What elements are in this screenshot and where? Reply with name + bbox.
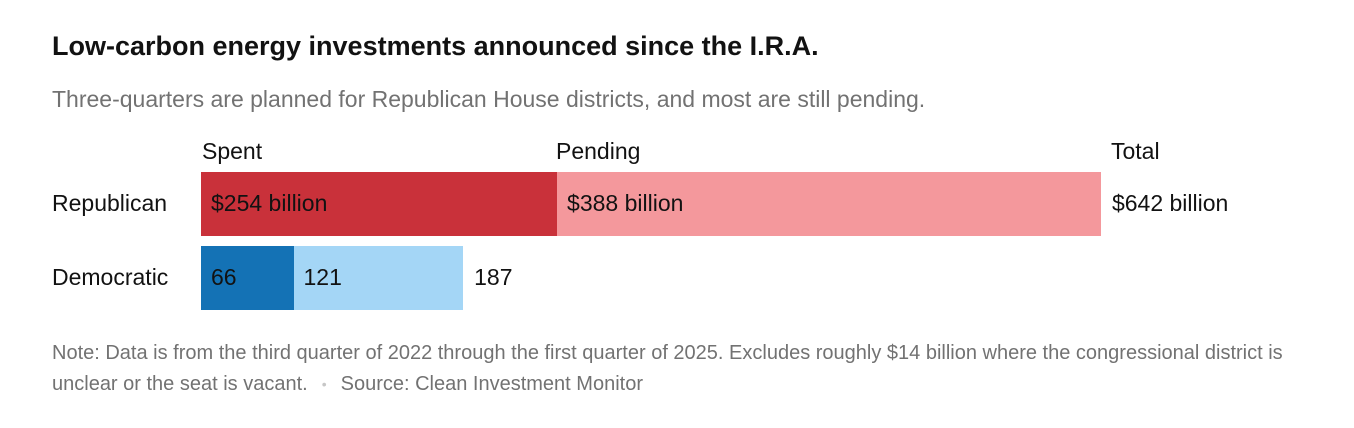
row-label-republican: Republican xyxy=(52,190,168,216)
column-header-spent: Spent xyxy=(202,138,263,164)
bar-label-republican-pending: $388 billion xyxy=(567,190,684,216)
bar-label-republican-spent: $254 billion xyxy=(211,190,328,216)
chart-subtitle: Three-quarters are planned for Republica… xyxy=(52,86,926,112)
chart-title: Low-carbon energy investments announced … xyxy=(52,31,819,61)
bar-democratic-spent xyxy=(201,246,294,310)
total-label-republican: $642 billion xyxy=(1111,190,1229,216)
bar-republican-spent xyxy=(201,172,558,236)
bar-republican-pending xyxy=(557,172,1101,236)
row-label-democratic: Democratic xyxy=(52,264,169,290)
separator-dot: • xyxy=(321,376,327,393)
source-text: Source: Clean Investment Monitor xyxy=(340,373,643,395)
bar-label-democratic-spent: 66 xyxy=(211,264,237,290)
total-label-democratic: 187 xyxy=(474,264,513,290)
note-text: Note: Data is from the third quarter of … xyxy=(52,342,1283,395)
bar-democratic-pending xyxy=(293,246,464,310)
column-header-total: Total xyxy=(1111,138,1160,164)
column-header-pending: Pending xyxy=(556,138,641,164)
chart-note: Note: Data is from the third quarter of … xyxy=(52,338,1292,400)
bar-label-democratic-pending: 121 xyxy=(303,264,342,290)
